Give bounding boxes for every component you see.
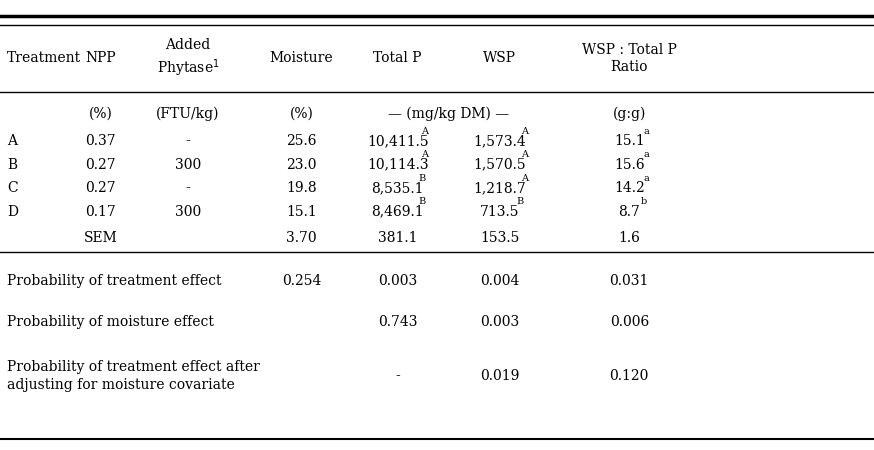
Text: (%): (%) xyxy=(88,106,113,121)
Text: 0.019: 0.019 xyxy=(480,369,520,383)
Text: -: - xyxy=(185,134,191,148)
Text: a: a xyxy=(643,127,649,136)
Text: 0.37: 0.37 xyxy=(85,134,116,148)
Text: 1.6: 1.6 xyxy=(618,230,641,245)
Text: B: B xyxy=(7,158,17,172)
Text: 300: 300 xyxy=(175,158,201,172)
Text: 3.70: 3.70 xyxy=(286,230,317,245)
Text: (%): (%) xyxy=(289,106,314,121)
Text: B: B xyxy=(517,197,524,206)
Text: 15.1: 15.1 xyxy=(286,204,317,219)
Text: A: A xyxy=(521,127,528,136)
Text: Probability of moisture effect: Probability of moisture effect xyxy=(7,315,214,329)
Text: 0.17: 0.17 xyxy=(85,204,116,219)
Text: 0.003: 0.003 xyxy=(481,315,519,329)
Text: WSP : Total P
Ratio: WSP : Total P Ratio xyxy=(582,43,676,74)
Text: A: A xyxy=(7,134,17,148)
Text: -: - xyxy=(395,369,400,383)
Text: 1,218.7: 1,218.7 xyxy=(474,181,526,195)
Text: Added
Phytase$^1$: Added Phytase$^1$ xyxy=(156,38,219,79)
Text: WSP: WSP xyxy=(483,51,517,66)
Text: 1,573.4: 1,573.4 xyxy=(474,134,526,148)
Text: 25.6: 25.6 xyxy=(287,134,316,148)
Text: Probability of treatment effect after
adjusting for moisture covariate: Probability of treatment effect after ad… xyxy=(7,360,260,392)
Text: A: A xyxy=(421,150,428,159)
Text: 0.27: 0.27 xyxy=(85,181,116,195)
Text: a: a xyxy=(643,174,649,183)
Text: Total P: Total P xyxy=(373,51,422,66)
Text: 0.006: 0.006 xyxy=(610,315,649,329)
Text: 300: 300 xyxy=(175,204,201,219)
Text: 15.1: 15.1 xyxy=(614,134,645,148)
Text: C: C xyxy=(7,181,17,195)
Text: 0.27: 0.27 xyxy=(85,158,116,172)
Text: A: A xyxy=(521,150,528,159)
Text: 381.1: 381.1 xyxy=(378,230,418,245)
Text: -: - xyxy=(185,181,191,195)
Text: 0.031: 0.031 xyxy=(609,274,649,288)
Text: (g:g): (g:g) xyxy=(613,106,646,121)
Text: 0.120: 0.120 xyxy=(609,369,649,383)
Text: 8,535.1: 8,535.1 xyxy=(371,181,424,195)
Text: 14.2: 14.2 xyxy=(614,181,645,195)
Text: 0.004: 0.004 xyxy=(480,274,520,288)
Text: A: A xyxy=(421,127,428,136)
Text: 15.6: 15.6 xyxy=(614,158,645,172)
Text: B: B xyxy=(419,174,427,183)
Text: 8.7: 8.7 xyxy=(618,204,641,219)
Text: 153.5: 153.5 xyxy=(480,230,520,245)
Text: (FTU/kg): (FTU/kg) xyxy=(156,106,219,121)
Text: D: D xyxy=(7,204,18,219)
Text: Probability of treatment effect: Probability of treatment effect xyxy=(7,274,221,288)
Text: NPP: NPP xyxy=(85,51,116,66)
Text: 0.254: 0.254 xyxy=(281,274,322,288)
Text: b: b xyxy=(641,197,647,206)
Text: Treatment: Treatment xyxy=(7,51,81,66)
Text: 23.0: 23.0 xyxy=(287,158,316,172)
Text: 0.743: 0.743 xyxy=(378,315,418,329)
Text: SEM: SEM xyxy=(84,230,117,245)
Text: A: A xyxy=(521,174,528,183)
Text: 8,469.1: 8,469.1 xyxy=(371,204,424,219)
Text: 10,114.3: 10,114.3 xyxy=(367,158,428,172)
Text: 713.5: 713.5 xyxy=(480,204,520,219)
Text: B: B xyxy=(419,197,427,206)
Text: 10,411.5: 10,411.5 xyxy=(367,134,428,148)
Text: 1,570.5: 1,570.5 xyxy=(474,158,526,172)
Text: a: a xyxy=(643,150,649,159)
Text: 19.8: 19.8 xyxy=(286,181,317,195)
Text: Moisture: Moisture xyxy=(270,51,333,66)
Text: — (mg/kg DM) —: — (mg/kg DM) — xyxy=(388,106,509,121)
Text: 0.003: 0.003 xyxy=(378,274,417,288)
